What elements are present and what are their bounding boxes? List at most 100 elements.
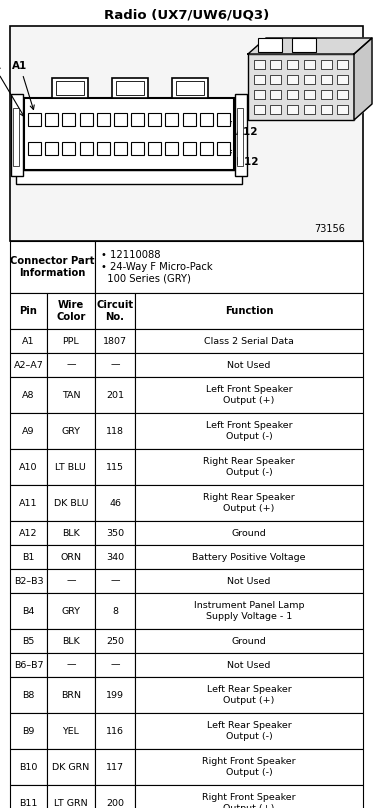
- Bar: [304, 105, 315, 114]
- Bar: [10, 785, 47, 808]
- Text: A12: A12: [227, 122, 258, 137]
- Bar: [97, 113, 110, 126]
- Text: Right Rear Speaker
Output (+): Right Rear Speaker Output (+): [203, 494, 295, 513]
- Bar: [254, 75, 265, 84]
- Bar: [47, 653, 95, 677]
- Bar: [135, 377, 363, 413]
- Text: Right Front Speaker
Output (+): Right Front Speaker Output (+): [202, 793, 296, 808]
- Bar: [47, 713, 95, 749]
- Bar: [47, 629, 95, 653]
- Bar: [287, 75, 298, 84]
- Bar: [47, 593, 95, 629]
- Text: —: —: [66, 576, 76, 586]
- Bar: [47, 785, 95, 808]
- Text: 115: 115: [106, 462, 124, 472]
- Bar: [47, 449, 95, 485]
- Bar: [135, 677, 363, 713]
- Bar: [97, 141, 110, 154]
- Text: BLK: BLK: [62, 528, 80, 537]
- Text: LT BLU: LT BLU: [56, 462, 86, 472]
- Bar: [45, 113, 58, 126]
- Text: 8: 8: [112, 607, 118, 616]
- Text: —: —: [110, 576, 120, 586]
- Bar: [47, 353, 95, 377]
- Bar: [182, 113, 195, 126]
- Bar: [270, 75, 282, 84]
- Bar: [135, 413, 363, 449]
- Text: 116: 116: [106, 726, 124, 735]
- Bar: [47, 377, 95, 413]
- Bar: [10, 377, 47, 413]
- Bar: [182, 141, 195, 154]
- Bar: [11, 94, 23, 176]
- Bar: [56, 81, 84, 95]
- Bar: [10, 593, 47, 629]
- Bar: [47, 329, 95, 353]
- Text: PPL: PPL: [63, 336, 79, 346]
- Bar: [10, 653, 47, 677]
- Text: A10: A10: [19, 462, 38, 472]
- Bar: [270, 90, 282, 99]
- Bar: [79, 141, 93, 154]
- Text: B12: B12: [227, 150, 258, 167]
- Text: B1: B1: [0, 61, 24, 116]
- Text: Right Rear Speaker
Output (-): Right Rear Speaker Output (-): [203, 457, 295, 477]
- Bar: [148, 141, 161, 154]
- Bar: [135, 485, 363, 521]
- Text: B2–B3: B2–B3: [14, 576, 43, 586]
- Bar: [131, 141, 144, 154]
- Bar: [95, 241, 363, 293]
- Text: Left Rear Speaker
Output (-): Left Rear Speaker Output (-): [207, 722, 292, 741]
- Text: B6–B7: B6–B7: [14, 660, 43, 670]
- Bar: [165, 141, 178, 154]
- Bar: [135, 293, 363, 329]
- Text: A12: A12: [19, 528, 38, 537]
- Text: Left Front Speaker
Output (-): Left Front Speaker Output (-): [206, 421, 292, 440]
- Bar: [95, 629, 135, 653]
- Bar: [320, 60, 332, 69]
- Bar: [287, 105, 298, 114]
- Bar: [135, 653, 363, 677]
- Bar: [47, 485, 95, 521]
- Bar: [254, 105, 265, 114]
- Bar: [95, 677, 135, 713]
- Bar: [95, 353, 135, 377]
- Text: A9: A9: [22, 427, 35, 436]
- Text: GRY: GRY: [62, 607, 81, 616]
- Bar: [135, 329, 363, 353]
- Text: DK GRN: DK GRN: [52, 763, 90, 772]
- Bar: [10, 569, 47, 593]
- Text: Not Used: Not Used: [228, 360, 271, 369]
- Bar: [10, 749, 47, 785]
- Text: Ground: Ground: [232, 528, 267, 537]
- Text: —: —: [66, 360, 76, 369]
- Bar: [114, 113, 127, 126]
- Bar: [95, 293, 135, 329]
- Text: 46: 46: [109, 499, 121, 507]
- Text: Left Rear Speaker
Output (+): Left Rear Speaker Output (+): [207, 685, 292, 705]
- Text: ORN: ORN: [60, 553, 81, 562]
- Bar: [52, 78, 88, 98]
- Text: 350: 350: [106, 528, 124, 537]
- Bar: [165, 113, 178, 126]
- Bar: [148, 113, 161, 126]
- Text: B9: B9: [22, 726, 35, 735]
- Bar: [270, 105, 282, 114]
- Text: 200: 200: [106, 798, 124, 807]
- Text: Radio (UX7/UW6/UQ3): Radio (UX7/UW6/UQ3): [104, 9, 269, 22]
- Bar: [10, 677, 47, 713]
- Bar: [176, 81, 204, 95]
- Bar: [217, 141, 230, 154]
- Text: A11: A11: [19, 499, 38, 507]
- Bar: [112, 78, 148, 98]
- Text: GRY: GRY: [62, 427, 81, 436]
- Text: 1807: 1807: [103, 336, 127, 346]
- Text: Not Used: Not Used: [228, 576, 271, 586]
- Bar: [135, 353, 363, 377]
- Text: • 12110088
• 24-Way F Micro-Pack
  100 Series (GRY): • 12110088 • 24-Way F Micro-Pack 100 Ser…: [101, 250, 212, 284]
- Bar: [304, 90, 315, 99]
- Text: Left Front Speaker
Output (+): Left Front Speaker Output (+): [206, 385, 292, 405]
- Bar: [235, 94, 247, 176]
- Bar: [258, 38, 282, 52]
- Bar: [254, 60, 265, 69]
